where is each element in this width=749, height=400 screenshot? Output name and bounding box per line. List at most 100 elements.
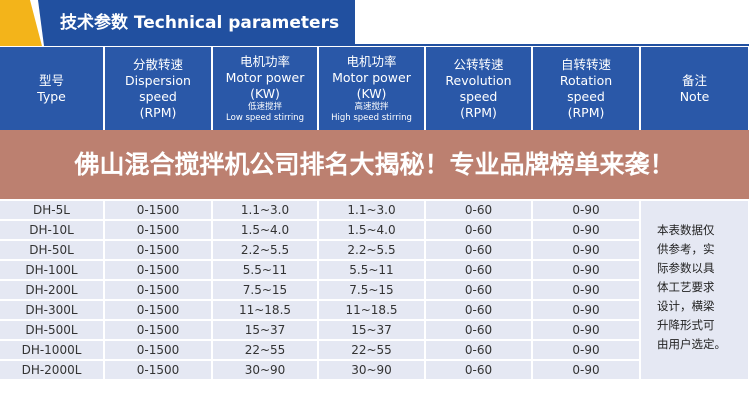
table-row: DH-300L 0-1500 11~18.5 11~18.5 0-60 0-90: [0, 300, 749, 321]
table-row: DH-50L 0-1500 2.2~5.5 2.2~5.5 0-60 0-90: [0, 240, 749, 261]
note-line: 体工艺要求: [657, 280, 715, 294]
header-text: 型号: [38, 72, 64, 88]
table-cell: 0-90: [532, 340, 641, 361]
table-cell: 0-1500: [104, 340, 213, 361]
table-cell: 0-90: [532, 200, 641, 221]
column-header: 自转转速 Rotation speed (RPM): [532, 47, 641, 130]
table-row: DH-1000L 0-1500 22~55 22~55 0-60 0-90: [0, 340, 749, 361]
table-row: DH-5L 0-1500 1.1~3.0 1.1~3.0 0-60 0-90 本表数据仅 供参…: [0, 200, 749, 381]
table-cell: 0-1500: [104, 320, 213, 341]
header-text: (KW): [356, 85, 387, 101]
table-cell: 7.5~15: [318, 280, 426, 301]
header-text: Note: [679, 88, 710, 104]
header-text: speed: [459, 88, 498, 104]
table-cell: 5.5~11: [212, 260, 319, 281]
header-text: 电机功率: [239, 53, 290, 69]
table-cell: 0-60: [425, 260, 533, 281]
table-cell: DH-2000L: [0, 360, 105, 381]
table-row: DH-200L 0-1500 7.5~15 7.5~15 0-60 0-90: [0, 280, 749, 301]
table-row: DH-100L 0-1500 5.5~11 5.5~11 0-60 0-90: [0, 260, 749, 281]
column-header: 分散转速 Dispersion speed (RPM): [104, 47, 213, 130]
table-cell: 0-90: [532, 240, 641, 261]
header-text: Motor power: [225, 69, 305, 85]
headline-title: 佛山混合搅拌机公司排名大揭秘！专业品牌榜单来袭！: [74, 149, 675, 179]
header-text: (KW): [250, 85, 280, 101]
table-cell: 0-1500: [104, 280, 213, 301]
table-cell: 11~18.5: [212, 300, 319, 321]
table-cell: 5.5~11: [318, 260, 426, 281]
table-cell: 15~37: [318, 320, 426, 341]
column-header: 电机功率 Motor power (KW) 高速搅拌 High speed stirri…: [318, 47, 426, 130]
table-cell: 1.1~3.0: [318, 200, 426, 221]
note-line: 设计，横梁: [657, 299, 715, 313]
table-cell: DH-50L: [0, 240, 105, 261]
table-cell: 0-90: [532, 260, 641, 281]
table-cell: 0-60: [425, 220, 533, 241]
note-cell: 本表数据仅供参考，实际参数以具体工艺要求设计，横梁升降形式可由用户选定。: [640, 200, 749, 381]
table-cell: 0-60: [425, 320, 533, 341]
table-cell: 0-1500: [104, 360, 213, 381]
table-cell: 0-1500: [104, 260, 213, 281]
table-row: DH-2000L 0-1500 30~90 30~90 0-60 0-90: [0, 360, 749, 381]
table-cell: 0-60: [425, 340, 533, 361]
note-line: 供参考，实: [657, 242, 715, 256]
header-text: 高速搅拌: [354, 101, 389, 112]
note-line: 际参数以具: [657, 261, 715, 275]
table-cell: 0-1500: [104, 300, 213, 321]
table-cell: 22~55: [212, 340, 319, 361]
header-text: High speed stirring: [331, 112, 412, 123]
table-cell: 0-60: [425, 360, 533, 381]
table-cell: DH-10L: [0, 220, 105, 241]
table-cell: 0-90: [532, 360, 641, 381]
column-header: 电机功率 Motor power (KW) 低速搅拌 Low speed stirrin…: [212, 47, 319, 130]
table-cell: 2.2~5.5: [318, 240, 426, 261]
note-line: 升降形式可: [657, 318, 715, 332]
table-cell: 0-1500: [104, 200, 213, 221]
header-text: Rotation: [559, 72, 613, 88]
note-line: 由用户选定。: [657, 337, 726, 351]
header-text: 分散转速: [132, 56, 183, 72]
table-cell: 1.5~4.0: [318, 220, 426, 241]
table-row: DH-500L 0-1500 15~37 15~37 0-60 0-90: [0, 320, 749, 341]
table-cell: DH-500L: [0, 320, 105, 341]
table-cell: 0-60: [425, 280, 533, 301]
header-text: 电机功率: [346, 53, 397, 69]
header-text: Type: [37, 88, 66, 104]
table-cell: 1.1~3.0: [212, 200, 319, 221]
table-cell: 1.5~4.0: [212, 220, 319, 241]
table-cell: 0-90: [532, 320, 641, 341]
headline-overlay-row: 佛山混合搅拌机公司排名大揭秘！专业品牌榜单来袭！: [0, 130, 749, 201]
header-text: 低速搅拌: [247, 101, 282, 112]
table-cell: 7.5~15: [212, 280, 319, 301]
header-text: (RPM): [139, 104, 177, 120]
column-header: 公转转速 Revolution speed (RPM): [425, 47, 533, 130]
table-cell: 0-90: [532, 280, 641, 301]
table-cell: 30~90: [212, 360, 319, 381]
table-cell: 0-1500: [104, 220, 213, 241]
table-cell: 0-60: [425, 200, 533, 221]
table-cell: 0-90: [532, 220, 641, 241]
header-text: 自转转速: [560, 56, 611, 72]
table-row: DH-10L 0-1500 1.5~4.0 1.5~4.0 0-60 0-90: [0, 220, 749, 241]
table-cell: DH-100L: [0, 260, 105, 281]
table-cell: DH-5L: [0, 200, 105, 221]
note-line: 本表数据仅: [657, 223, 715, 237]
table-cell: DH-1000L: [0, 340, 105, 361]
table-cell: DH-300L: [0, 300, 105, 321]
table-cell: 0-60: [425, 300, 533, 321]
header-text: 公转转速: [453, 56, 504, 72]
table-cell: 2.2~5.5: [212, 240, 319, 261]
table-cell: 15~37: [212, 320, 319, 341]
section-banner: [38, 0, 355, 46]
column-header: 型号 Type: [0, 47, 105, 130]
banner-divider: [355, 44, 749, 46]
table-cell: 30~90: [318, 360, 426, 381]
header-text: Dispersion: [125, 72, 191, 88]
technical-parameters-table: 型号 Type 分散转速 Dispersion speed (RPM) 电机功率 Motor …: [0, 47, 749, 381]
headline-overlay: 佛山混合搅拌机公司排名大揭秘！专业品牌榜单来袭！: [0, 130, 749, 201]
section-title: 技术参数 Technical parameters: [60, 13, 340, 33]
header-text: 备注: [681, 72, 707, 88]
table-cell: 0-1500: [104, 240, 213, 261]
table-cell: 22~55: [318, 340, 426, 361]
header-text: (RPM): [460, 104, 497, 120]
